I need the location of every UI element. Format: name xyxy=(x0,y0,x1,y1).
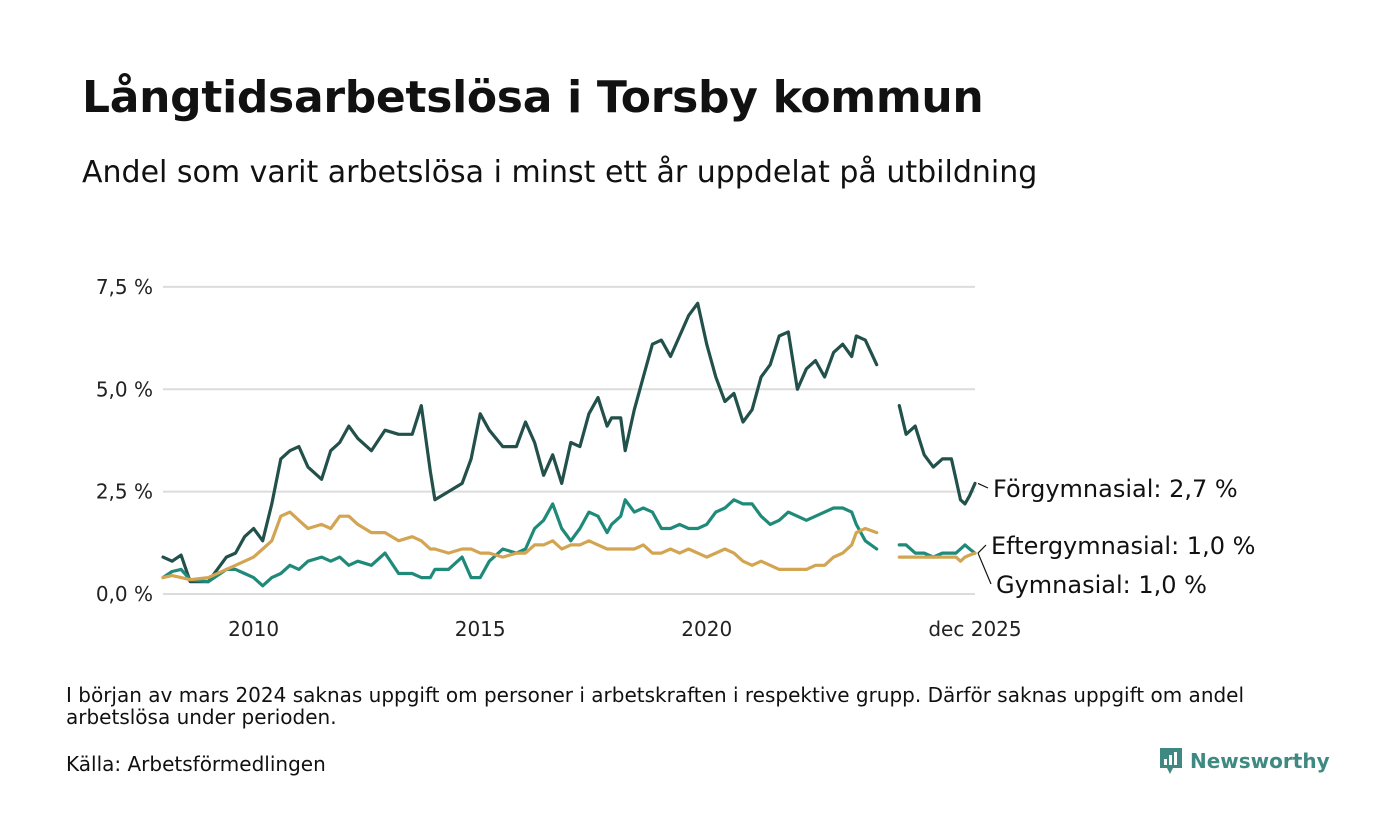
source-text: Källa: Arbetsförmedlingen xyxy=(66,752,326,776)
line-chart: 0,0 % 2,5 % 5,0 % 7,5 % 2010 2015 2020 dec 202… xyxy=(96,275,1256,641)
x-tick-label: dec 2025 xyxy=(928,617,1021,641)
x-axis-ticks: 2010 2015 2020 dec 2025 xyxy=(228,617,1021,641)
series-lines xyxy=(161,301,977,588)
footnote: I början av mars 2024 saknas uppgift om … xyxy=(66,683,1245,729)
series-label-eftergymnasial: Eftergymnasial: 1,0 % xyxy=(991,532,1255,560)
label-leader-line xyxy=(977,482,989,489)
newsworthy-logo: Newsworthy xyxy=(1158,746,1330,776)
y-tick-label: 7,5 % xyxy=(96,275,153,299)
brand-name: Newsworthy xyxy=(1190,749,1330,773)
x-tick-label: 2020 xyxy=(681,617,732,641)
series-label-gymnasial: Gymnasial: 1,0 % xyxy=(996,571,1207,599)
label-leader-line xyxy=(977,544,987,554)
gridlines xyxy=(163,285,975,595)
chart-subtitle: Andel som varit arbetslösa i minst ett å… xyxy=(82,155,1038,190)
series-label-förgymnasial: Förgymnasial: 2,7 % xyxy=(993,475,1238,503)
newsworthy-logo-icon xyxy=(1160,748,1182,774)
x-tick-label: 2010 xyxy=(228,617,279,641)
series-labels: Förgymnasial: 2,7 % Eftergymnasial: 1,0 %… xyxy=(977,475,1255,599)
y-tick-label: 0,0 % xyxy=(96,582,153,606)
series-line-eftergymnasial xyxy=(897,543,977,559)
series-line-förgymnasial xyxy=(897,404,977,506)
series-line-eftergymnasial xyxy=(161,498,879,588)
series-line-förgymnasial xyxy=(161,301,879,584)
series-line-gymnasial xyxy=(897,551,977,563)
series-line-gymnasial xyxy=(161,510,879,582)
label-leader-line xyxy=(977,552,992,585)
x-tick-label: 2015 xyxy=(455,617,506,641)
y-axis-ticks: 0,0 % 2,5 % 5,0 % 7,5 % xyxy=(96,275,153,606)
chart-title: Långtidsarbetslösa i Torsby kommun xyxy=(82,72,984,123)
y-tick-label: 2,5 % xyxy=(96,480,153,504)
y-tick-label: 5,0 % xyxy=(96,377,153,401)
